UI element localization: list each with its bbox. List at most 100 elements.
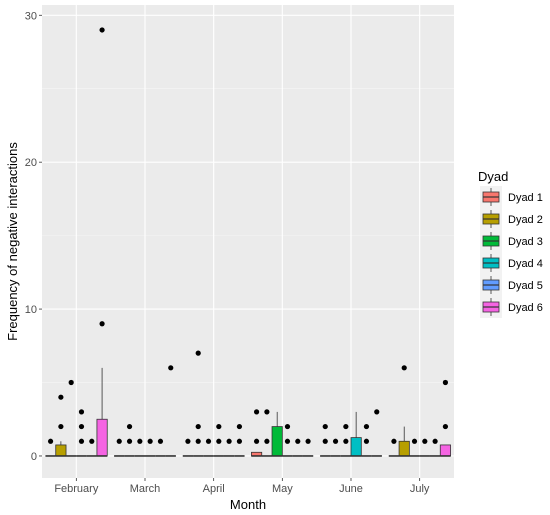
outlier-point (78, 409, 85, 415)
outlier-point (343, 423, 349, 430)
outlier-point (411, 438, 418, 444)
box-july-dyad-5 (429, 438, 441, 457)
box-july-dyad-4 (419, 438, 430, 457)
box-april-dyad-3 (203, 438, 214, 457)
legend-label: Dyad 3 (508, 236, 543, 248)
outlier-point (226, 438, 232, 444)
legend-item-dyad-4: Dyad 4 (480, 252, 543, 274)
outlier-point (116, 438, 122, 444)
box-body (439, 444, 451, 457)
box-february-dyad-4 (76, 409, 87, 457)
outlier-point (147, 438, 153, 444)
box-july-dyad-1 (388, 438, 400, 457)
y-tick-label: 0 (31, 451, 37, 463)
grid-lines (42, 5, 454, 478)
x-axis-ticks: February March April May June July (54, 478, 430, 495)
y-tick-label: 30 (25, 10, 37, 22)
legend-item-dyad-5: Dyad 5 (480, 274, 543, 296)
box-february-dyad-3 (66, 379, 77, 457)
box-june-dyad-1 (320, 423, 331, 457)
outlier-point (99, 27, 105, 33)
box-april-dyad-5 (223, 438, 235, 457)
box-june-dyad-6 (371, 409, 382, 457)
outlier-point (363, 438, 370, 444)
x-tick-label: July (410, 483, 430, 495)
outlier-point (195, 423, 201, 430)
box-june-dyad-5 (361, 423, 372, 457)
box-body (55, 444, 67, 457)
x-tick-label: June (339, 483, 363, 495)
y-tick-label: 20 (25, 157, 37, 169)
x-tick-label: April (203, 483, 225, 495)
outlier-point (363, 423, 370, 430)
outlier-point (253, 438, 260, 444)
box-may-dyad-2 (261, 409, 273, 457)
box-july-dyad-6 (439, 379, 451, 457)
outlier-point (78, 423, 85, 430)
outlier-point (284, 438, 291, 444)
legend-item-dyad-3: Dyad 3 (480, 230, 543, 252)
box-july-dyad-2 (398, 365, 410, 457)
outlier-point (391, 438, 397, 444)
box-may-dyad-6 (302, 438, 314, 457)
box-body (96, 418, 108, 457)
box-february-dyad-1 (45, 438, 56, 457)
outlier-point (185, 438, 191, 444)
outlier-point (442, 379, 449, 386)
outlier-point (295, 438, 301, 444)
y-axis-title: Frequency of negative interactions (5, 142, 20, 341)
outlier-point (305, 438, 311, 444)
box-june-dyad-4 (350, 411, 362, 457)
outlier-point (264, 409, 270, 415)
x-tick-label: May (272, 483, 293, 495)
outlier-point (401, 365, 407, 371)
box-february-dyad-6 (96, 27, 108, 457)
outlier-point (422, 438, 428, 444)
box-march-dyad-5 (155, 438, 166, 457)
outlier-point (126, 438, 133, 444)
legend-label: Dyad 1 (508, 192, 543, 204)
outlier-point (157, 438, 164, 444)
outlier-point (89, 438, 95, 444)
outlier-point (343, 438, 349, 444)
box-body (350, 437, 362, 457)
y-axis-ticks: 0 10 20 30 (25, 10, 42, 463)
outlier-point (195, 438, 201, 444)
outlier-point (205, 438, 212, 444)
outlier-point (284, 423, 291, 430)
box-february-dyad-2 (55, 394, 67, 457)
box-june-dyad-2 (330, 438, 341, 457)
outlier-point (78, 438, 85, 444)
box-july-dyad-3 (409, 438, 420, 457)
outlier-point (374, 409, 380, 415)
x-tick-label: March (130, 483, 161, 495)
outlier-point (216, 423, 222, 430)
legend: Dyad 1 Dyad 2 Dyad 3 Dyad 4 Dyad 5 Dyad 6 (480, 186, 543, 318)
legend-item-dyad-1: Dyad 1 (480, 186, 543, 208)
legend-label: Dyad 2 (508, 214, 543, 226)
outlier-point (236, 438, 243, 444)
box-april-dyad-1 (182, 438, 194, 457)
legend-label: Dyad 5 (508, 280, 543, 292)
outlier-point (58, 423, 64, 430)
outlier-point (99, 321, 105, 327)
x-tick-label: February (54, 483, 99, 495)
y-tick-label: 10 (25, 304, 37, 316)
box-march-dyad-2 (124, 423, 135, 457)
outlier-point (253, 409, 260, 415)
outlier-point (126, 423, 133, 430)
box-may-dyad-4 (282, 423, 293, 457)
box-april-dyad-6 (234, 423, 245, 457)
box-may-dyad-5 (292, 438, 303, 457)
boxes-layer (45, 27, 451, 457)
outlier-point (137, 438, 143, 444)
box-march-dyad-3 (134, 438, 145, 457)
box-body (271, 426, 283, 457)
box-april-dyad-2 (193, 350, 204, 457)
outlier-point (68, 379, 74, 386)
outlier-point (264, 438, 270, 444)
outlier-point (322, 423, 328, 430)
box-june-dyad-3 (340, 423, 351, 457)
plot-panel (42, 5, 454, 478)
